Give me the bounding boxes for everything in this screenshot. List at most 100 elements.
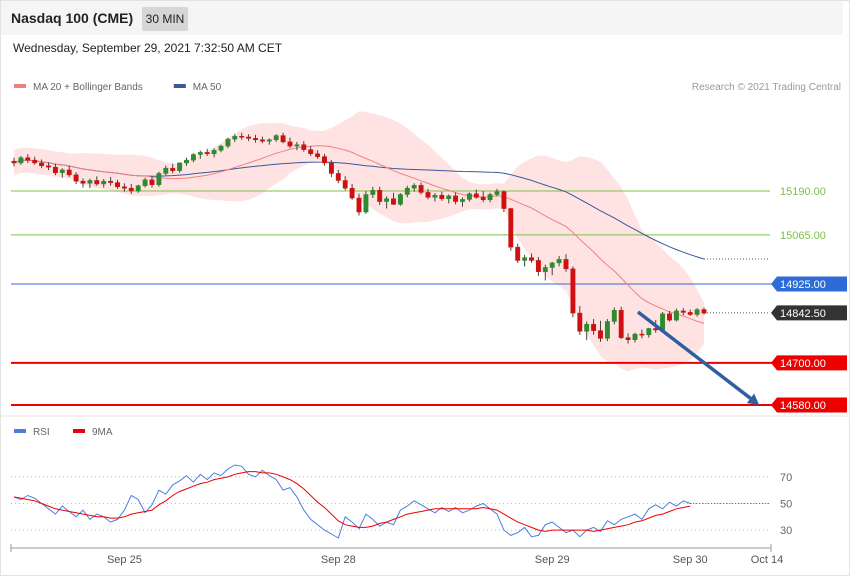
forecast-arrow-head [746,393,760,405]
candle [197,150,203,159]
candle [39,159,45,169]
forecast-arrow [636,310,760,405]
copyright-text: Research © 2021 Trading Central [692,82,841,93]
candle [363,191,369,214]
candle [308,146,314,156]
candle [232,134,238,142]
candle [439,191,445,201]
candle [253,134,258,143]
candle [18,155,24,165]
x-tick-label-2: Sep 29 [535,554,570,566]
candle [646,327,652,338]
candle [94,176,100,186]
candle [377,186,383,206]
candle [356,193,362,216]
candle [370,186,376,199]
candle [211,148,217,158]
candle [315,150,321,159]
legend-label-1: MA 50 [193,82,222,93]
legend-swatch-0 [14,84,26,88]
candle [460,197,465,207]
level-tag-2 [771,276,847,292]
rsi-tick-label: 70 [780,472,792,484]
rsi-legend: RSI 9MA [14,427,113,438]
candle [328,160,334,177]
candle [604,319,610,342]
level-label-4: 14700.00 [780,358,826,370]
candle [46,162,51,170]
candle [522,254,528,267]
bollinger-band-area [14,111,704,372]
level-labels: 15190.00 15065.00 14925.00 14842.50 14700.00… [771,186,847,413]
candle [425,188,431,200]
level-tag-3 [771,305,847,321]
level-label-0: 15190.00 [780,186,826,198]
bollinger-band [14,111,704,372]
candle [280,132,286,144]
candle [570,266,576,318]
candle [170,163,176,174]
x-axis: Sep 25 Sep 28 Sep 29 Sep 30 Oct 14 [10,544,783,566]
candle [418,182,424,195]
candle [694,308,700,317]
candle [190,153,196,163]
candle [632,332,638,343]
candle [66,165,72,177]
candle [432,193,438,202]
x-tick-label-3: Sep 30 [673,554,708,566]
candle [156,171,162,187]
candle [142,177,148,188]
candle [577,306,583,335]
candlestick-series [11,132,707,344]
interval-button[interactable]: 30 MIN [142,7,188,31]
candle [349,183,355,200]
candle [135,184,141,193]
x-tick-label-1: Sep 28 [321,554,356,566]
candle [266,138,272,145]
candle [335,169,341,184]
rsi-tick-label: 50 [780,498,792,510]
candle [391,192,396,206]
candle [701,307,707,315]
candle [591,319,597,335]
candle [11,157,17,167]
candle [639,329,645,339]
candle [584,321,590,341]
candle [384,196,390,209]
candle [322,153,327,166]
level-tag-5 [771,397,847,413]
candle [301,141,307,152]
candle [287,137,293,149]
candle [466,192,472,202]
candle [563,254,569,272]
level-tag-4 [771,355,847,371]
candle [618,306,624,340]
candle [32,156,38,165]
rsi-legend-swatch-1 [73,429,85,433]
candle [259,136,265,144]
candle [397,193,403,206]
candle [549,261,555,276]
candle [218,144,224,153]
price-levels [11,190,772,406]
candle [73,172,79,184]
candle [556,255,562,267]
x-tick-label-0: Sep 25 [107,554,142,566]
rsi-panel: 70 50 30 [11,464,792,539]
candle [294,141,300,151]
rsi-ma-line [13,471,691,532]
instrument-title: Nasdaq 100 (CME) [11,10,134,26]
candle [687,309,693,316]
candle [598,320,603,342]
candle [673,308,679,322]
candle [667,310,672,322]
rsi-legend-label-0: RSI [33,427,50,438]
candle [59,168,65,178]
candle [342,176,348,191]
candle [80,178,86,188]
chart-datetime: Wednesday, September 29, 2021 7:32:50 AM… [13,41,283,55]
legend-label-0: MA 20 + Bollinger Bands [33,82,143,93]
candle [115,179,120,189]
candle [121,183,127,192]
